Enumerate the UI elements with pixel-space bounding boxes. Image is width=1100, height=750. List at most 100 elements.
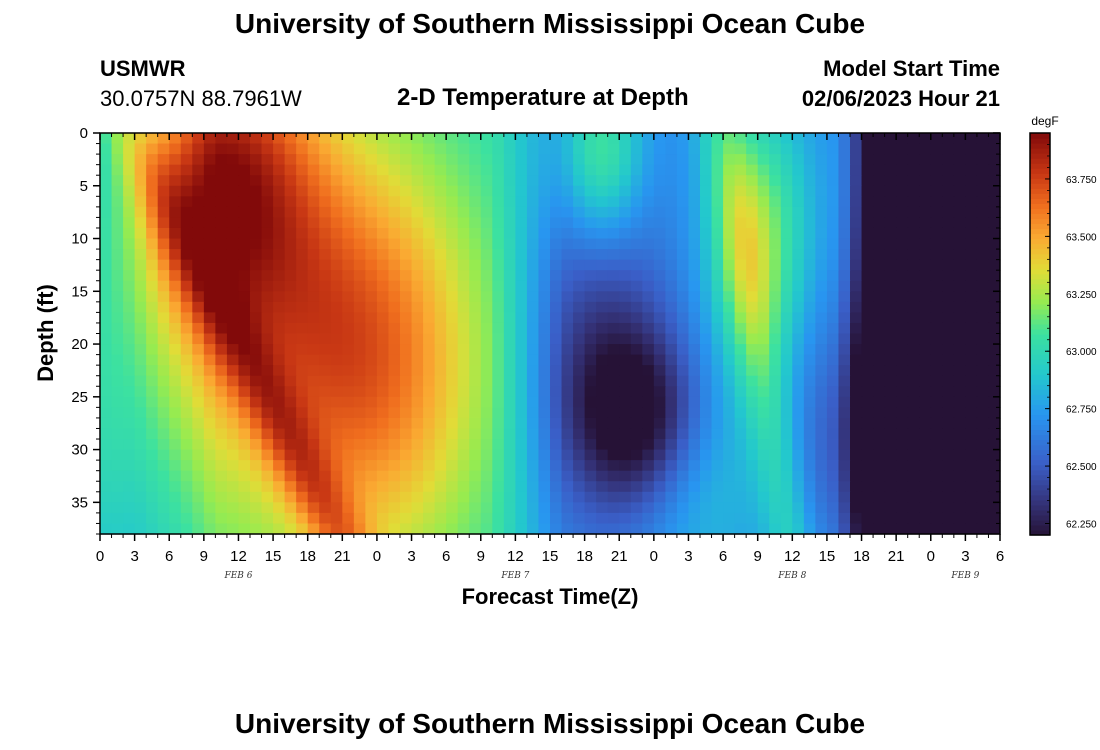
heatmap-cell: [826, 270, 840, 282]
heatmap-cell: [896, 175, 909, 187]
heatmap-cell: [907, 291, 920, 303]
heatmap-cell: [215, 481, 228, 493]
heatmap-cell: [538, 301, 551, 313]
heatmap-cell: [792, 291, 805, 303]
heatmap-cell: [850, 354, 863, 366]
heatmap-cell: [850, 460, 863, 472]
heatmap-cell: [826, 354, 840, 366]
heatmap-cell: [480, 185, 493, 197]
heatmap-cell: [469, 164, 482, 176]
heatmap-cell: [134, 386, 147, 398]
heatmap-cell: [376, 270, 390, 282]
heatmap-cell: [538, 354, 551, 366]
heatmap-cell: [850, 206, 863, 219]
heatmap-cell: [607, 206, 620, 219]
heatmap-cell: [226, 470, 240, 482]
heatmap-cell: [653, 312, 666, 324]
heatmap-cell: [446, 312, 459, 324]
heatmap-cell: [826, 344, 840, 356]
heatmap-cell: [873, 259, 886, 271]
heatmap-cell: [400, 259, 413, 271]
heatmap-cell: [261, 417, 274, 430]
heatmap-cell: [723, 502, 736, 514]
heatmap-cell: [342, 154, 355, 166]
heatmap-cell: [319, 164, 332, 176]
heatmap-cell: [723, 365, 736, 377]
heatmap-cell: [503, 206, 516, 219]
heatmap-cell: [376, 206, 390, 219]
heatmap-cell: [146, 439, 159, 451]
heatmap-cell: [526, 375, 540, 387]
heatmap-cell: [123, 407, 136, 419]
heatmap-cell: [134, 396, 147, 408]
heatmap-cell: [111, 270, 124, 282]
heatmap-cell: [203, 512, 216, 525]
heatmap-cell: [838, 470, 851, 482]
heatmap-cell: [838, 502, 851, 514]
heatmap-cell: [434, 259, 447, 271]
heatmap-cell: [319, 375, 332, 387]
heatmap-cell: [250, 375, 263, 387]
heatmap-cell: [307, 491, 320, 503]
heatmap-cell: [434, 512, 447, 525]
heatmap-cell: [226, 344, 240, 356]
heatmap-cell: [642, 396, 655, 408]
x-axis-title: Forecast Time(Z): [462, 584, 639, 609]
heatmap-cell: [884, 175, 897, 187]
heatmap-cell: [376, 164, 390, 176]
heatmap-cell: [446, 164, 459, 176]
heatmap-cell: [284, 344, 297, 356]
heatmap-cell: [123, 502, 136, 514]
heatmap-cell: [757, 249, 770, 261]
heatmap-cell: [711, 227, 724, 240]
heatmap-cell: [134, 217, 147, 229]
heatmap-cell: [746, 365, 759, 377]
heatmap-cell: [803, 196, 816, 208]
heatmap-cell: [850, 143, 863, 155]
heatmap-cell: [469, 502, 482, 514]
heatmap-cell: [653, 407, 666, 419]
colorbar-segment: [1030, 263, 1050, 270]
heatmap-cell: [873, 344, 886, 356]
heatmap-cell: [192, 523, 205, 535]
heatmap-cell: [226, 449, 240, 461]
heatmap-cell: [676, 249, 690, 261]
heatmap-cell: [734, 512, 747, 525]
heatmap-cell: [307, 238, 320, 250]
heatmap-cell: [492, 439, 505, 451]
heatmap-cell: [815, 375, 828, 387]
heatmap-cell: [492, 322, 505, 335]
heatmap-cell: [550, 481, 563, 493]
heatmap-cell: [561, 143, 574, 155]
heatmap-cell: [803, 386, 816, 398]
heatmap-cell: [850, 280, 863, 292]
heatmap-cell: [330, 365, 343, 377]
heatmap-cell: [446, 460, 459, 472]
heatmap-cell: [480, 502, 493, 514]
heatmap-cell: [884, 344, 897, 356]
heatmap-cell: [180, 206, 193, 219]
heatmap-cell: [815, 322, 828, 335]
heatmap-cell: [561, 491, 574, 503]
heatmap-cell: [596, 428, 609, 440]
heatmap-cell: [953, 143, 966, 155]
colorbar-unit: degF: [1031, 114, 1058, 128]
heatmap-cell: [134, 227, 147, 240]
heatmap-cell: [169, 333, 182, 345]
heatmap-cell: [965, 396, 978, 408]
heatmap-cell: [757, 280, 770, 292]
heatmap-cell: [930, 386, 943, 398]
heatmap-cell: [250, 206, 263, 219]
heatmap-cell: [919, 333, 932, 345]
heatmap-cell: [896, 333, 909, 345]
heatmap-cell: [757, 322, 770, 335]
heatmap-cell: [111, 238, 124, 250]
heatmap-cell: [803, 322, 816, 335]
heatmap-cell: [526, 185, 540, 197]
heatmap-cell: [157, 270, 170, 282]
heatmap-cell: [261, 502, 274, 514]
heatmap-cell: [238, 280, 251, 292]
heatmap-cell: [100, 502, 113, 514]
heatmap-cell: [480, 196, 493, 208]
heatmap-cell: [238, 502, 251, 514]
